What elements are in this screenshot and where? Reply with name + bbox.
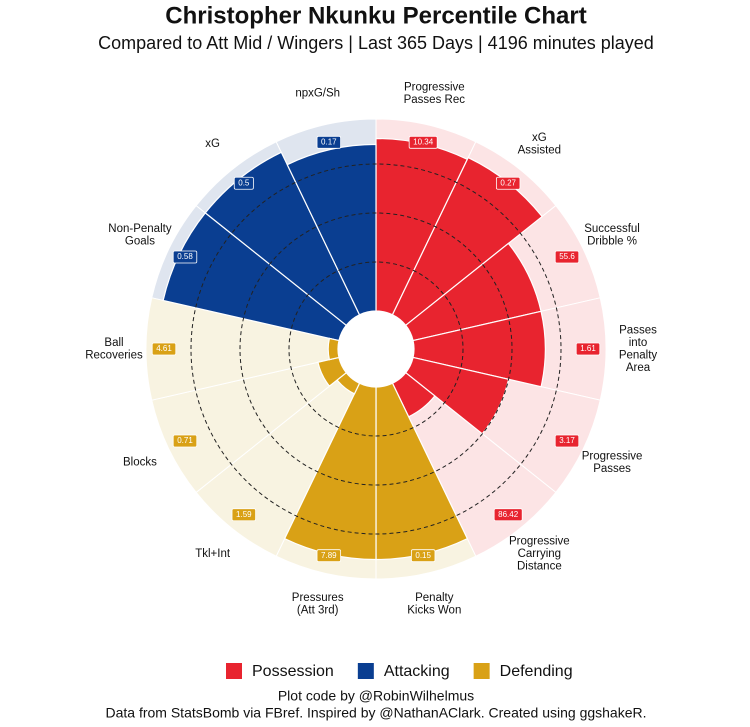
grid-ring <box>288 261 464 437</box>
stat-label-group: 4.61 <box>151 342 177 356</box>
stat-label-group: 10.34 <box>408 135 438 149</box>
grid-ring <box>190 163 562 535</box>
legend-label: Attacking <box>384 663 450 680</box>
category-label: Passes into Penalty Area <box>619 324 658 374</box>
stat-label-group: 0.17 <box>316 135 342 149</box>
stat-label-box <box>316 135 342 149</box>
stat-label-box <box>575 342 601 356</box>
stat-label-group: 7.89 <box>316 549 342 563</box>
stat-label: 7.89 <box>321 551 337 560</box>
stat-label: 0.58 <box>177 252 193 261</box>
stat-label: 0.71 <box>177 436 193 445</box>
stat-label-group: 1.59 <box>231 508 257 522</box>
stat-label-box <box>554 434 580 448</box>
caption: Data from StatsBomb via FBref. Inspired … <box>105 705 646 721</box>
stat-label: 55.6 <box>559 252 575 261</box>
stat-label-group: 0.27 <box>495 176 521 190</box>
bar <box>327 337 340 361</box>
category-label: Ball Recoveries <box>85 337 143 362</box>
stat-label: 1.59 <box>236 510 252 519</box>
stat-label-box <box>172 250 198 264</box>
stat-label: 1.61 <box>580 344 596 353</box>
stat-label-group: 0.58 <box>172 250 198 264</box>
category-label: xG Assisted <box>518 132 561 157</box>
stat-label-group: 0.15 <box>410 549 436 563</box>
stat-label-box <box>493 508 523 522</box>
stat-label-box <box>410 549 436 563</box>
stat-label-box <box>151 342 177 356</box>
stat-label: 0.17 <box>321 137 337 146</box>
bar <box>204 151 361 327</box>
chart-title: Christopher Nkunku Percentile Chart <box>165 2 586 29</box>
stat-label-box <box>554 250 580 264</box>
legend-swatch <box>473 663 490 679</box>
category-label: xG <box>205 138 220 150</box>
stat-label: 10.34 <box>413 137 434 146</box>
category-label: Progressive Passes Rec <box>404 81 466 106</box>
legend-swatch <box>357 663 374 679</box>
category-label: Progressive Passes <box>582 450 643 475</box>
stat-label: 3.17 <box>559 436 575 445</box>
stat-label: 0.5 <box>238 178 250 187</box>
stat-label-box <box>231 508 257 522</box>
caption: Plot code by @RobinWilhelmus <box>278 688 474 704</box>
stat-label: 86.42 <box>498 510 519 519</box>
stat-label-box <box>408 135 438 149</box>
category-label: Successful Dribble % <box>584 223 640 248</box>
stat-label-group: 0.71 <box>172 434 198 448</box>
stat-label: 0.27 <box>500 178 516 187</box>
stat-label-group: 0.5 <box>233 176 254 190</box>
category-label: Non-Penalty Goals <box>108 223 172 248</box>
category-label: Pressures (Att 3rd) <box>292 592 344 617</box>
stat-label-box <box>172 434 198 448</box>
legend-swatch <box>226 663 242 679</box>
stat-label: 0.15 <box>415 551 431 560</box>
stat-label-box <box>233 176 254 190</box>
stat-label-group: 55.6 <box>554 250 580 264</box>
bar <box>391 156 543 327</box>
stat-label-group: 3.17 <box>554 434 580 448</box>
category-label: Progressive Carrying Distance <box>509 535 570 572</box>
grid-ring <box>239 212 513 486</box>
chart-subtitle: Compared to Att Mid / Wingers | Last 365… <box>98 33 654 53</box>
stat-label-group: 86.42 <box>493 508 523 522</box>
stat-label: 4.61 <box>156 344 172 353</box>
category-label: Tkl+Int <box>195 548 231 560</box>
category-label: Blocks <box>123 457 157 469</box>
category-label: npxG/Sh <box>295 88 340 100</box>
bar <box>286 143 377 316</box>
stat-label-box <box>316 549 342 563</box>
legend-label: Possession <box>252 663 334 680</box>
stat-label-group: 1.61 <box>575 342 601 356</box>
category-label: Penalty Kicks Won <box>407 592 461 617</box>
bar <box>283 382 377 561</box>
center-hole <box>338 311 414 387</box>
stat-label-box <box>495 176 521 190</box>
legend-label: Defending <box>500 663 573 680</box>
